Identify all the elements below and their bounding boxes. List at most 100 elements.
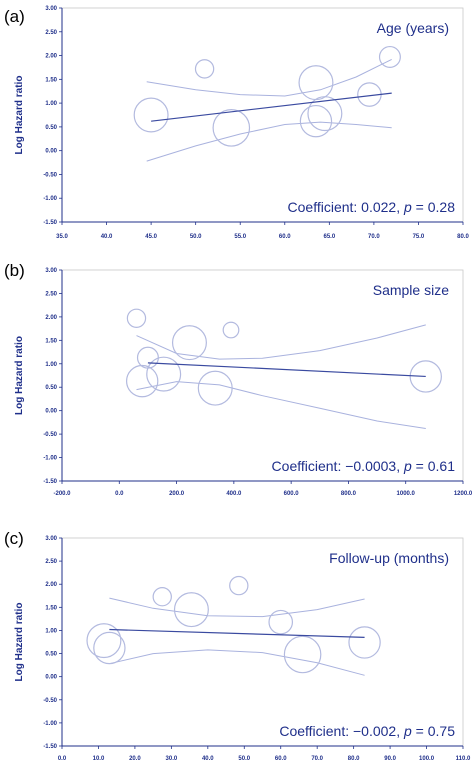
study-bubble: [136, 346, 159, 369]
y-tick-label: -1.50: [43, 220, 57, 226]
y-tick-label: -1.50: [43, 479, 57, 485]
study-bubble: [298, 65, 334, 101]
y-tick-label: -1.00: [43, 196, 57, 202]
x-tick-label: 100.0: [419, 756, 435, 762]
y-tick-label: 3.00: [45, 536, 57, 542]
x-tick-label: 80.0: [348, 756, 360, 762]
y-tick-label: 2.50: [45, 559, 57, 565]
x-tick-label: 30.0: [166, 756, 178, 762]
y-tick-label: -1.00: [43, 456, 57, 462]
y-tick-label: 2.00: [45, 54, 57, 60]
panel-1: (a) -1.50 -1.00 -0.50 0.00 0.50 1.00 1.50 2.00 2.…: [4, 6, 469, 240]
study-bubble: [173, 592, 209, 628]
ci-lower-curve: [146, 121, 392, 162]
y-tick-label: -0.50: [43, 432, 57, 438]
x-tick-label: 80.0: [457, 234, 469, 240]
y-tick-label: 0.00: [45, 409, 57, 415]
y-tick-label: 1.50: [45, 77, 57, 83]
y-axis-label: Log Hazard ratio: [14, 336, 25, 415]
coefficient-annotation: Coefficient: 0.022, p = 0.28: [288, 199, 456, 215]
x-tick-label: 60.0: [275, 756, 287, 762]
y-tick-label: 2.50: [45, 291, 57, 297]
regression-line: [109, 628, 365, 638]
study-bubble: [125, 364, 159, 398]
x-tick-label: -200.0: [53, 491, 71, 497]
y-tick-label: -1.00: [43, 721, 57, 727]
x-tick-label: 35.0: [56, 234, 68, 240]
study-bubble: [348, 626, 381, 659]
ci-upper-curve: [136, 324, 426, 360]
study-bubble: [283, 635, 322, 674]
x-tick-label: 90.0: [384, 756, 396, 762]
study-bubble: [93, 631, 126, 665]
x-tick-label: 0.0: [115, 491, 124, 497]
y-tick-label: 1.50: [45, 338, 57, 344]
y-tick-label: 1.00: [45, 101, 57, 107]
study-bubble: [268, 609, 294, 635]
x-tick-label: 1200.0: [454, 491, 473, 497]
x-tick-label: 110.0: [456, 756, 471, 762]
panel-label: (b): [4, 261, 25, 280]
study-bubble: [133, 97, 169, 133]
panel-title: Follow-up (months): [329, 550, 449, 566]
x-tick-label: 55.0: [234, 234, 246, 240]
x-tick-label: 70.0: [311, 756, 323, 762]
x-tick-label: 200.0: [169, 491, 185, 497]
y-tick-label: 3.00: [45, 6, 57, 12]
ci-upper-curve: [109, 597, 365, 618]
study-bubble: [126, 308, 147, 328]
study-bubble: [299, 104, 333, 138]
x-tick-label: 800.0: [341, 491, 357, 497]
study-bubble: [409, 360, 442, 393]
x-tick-label: 400.0: [226, 491, 242, 497]
panel-label: (c): [4, 529, 24, 548]
x-tick-label: 20.0: [129, 756, 141, 762]
y-tick-label: 3.00: [45, 268, 57, 274]
y-axis-label: Log Hazard ratio: [14, 603, 25, 682]
x-tick-label: 50.0: [190, 234, 202, 240]
regression-line: [147, 362, 426, 378]
y-tick-label: -0.50: [43, 172, 57, 178]
panel-3: (c) -1.50 -1.00 -0.50 0.00 0.50 1.00 1.50 2.00 2.…: [4, 529, 471, 762]
y-tick-label: -1.50: [43, 744, 57, 750]
x-tick-label: 45.0: [145, 234, 157, 240]
study-bubble: [378, 45, 401, 68]
x-tick-label: 1000.0: [397, 491, 416, 497]
x-tick-label: 600.0: [284, 491, 300, 497]
x-tick-label: 50.0: [238, 756, 250, 762]
ci-lower-curve: [109, 649, 365, 676]
y-tick-label: 0.50: [45, 652, 57, 658]
study-bubble: [171, 325, 207, 361]
coefficient-annotation: Coefficient: −0.0003, p = 0.61: [272, 458, 456, 474]
y-tick-label: 2.00: [45, 582, 57, 588]
study-bubble: [307, 96, 343, 132]
x-tick-label: 0.0: [58, 756, 67, 762]
plot-frame: [61, 537, 464, 747]
y-tick-label: 0.50: [45, 125, 57, 131]
plot-frame: [61, 7, 464, 223]
study-bubble: [194, 59, 215, 79]
y-tick-label: 1.50: [45, 605, 57, 611]
x-tick-label: 70.0: [368, 234, 380, 240]
x-tick-label: 65.0: [323, 234, 335, 240]
y-tick-label: 1.00: [45, 362, 57, 368]
study-bubble: [152, 587, 172, 607]
panel-2: (b) -1.50 -1.00 -0.50 0.00 0.50 1.00 1.50 2.00 2.…: [4, 261, 473, 497]
ci-upper-curve: [146, 58, 392, 97]
study-bubble: [212, 109, 251, 147]
study-bubble: [146, 356, 182, 392]
y-tick-label: 0.00: [45, 675, 57, 681]
coefficient-annotation: Coefficient: −0.002, p = 0.75: [279, 723, 455, 739]
x-tick-label: 40.0: [202, 756, 214, 762]
panel-title: Age (years): [377, 20, 449, 36]
panel-label: (a): [4, 7, 25, 26]
study-bubble: [229, 575, 249, 596]
y-tick-label: 0.00: [45, 149, 57, 155]
x-tick-label: 40.0: [101, 234, 113, 240]
x-tick-label: 60.0: [279, 234, 291, 240]
y-tick-label: -0.50: [43, 698, 57, 704]
y-tick-label: 2.50: [45, 30, 57, 36]
regression-line: [151, 92, 392, 122]
x-tick-label: 75.0: [413, 234, 425, 240]
